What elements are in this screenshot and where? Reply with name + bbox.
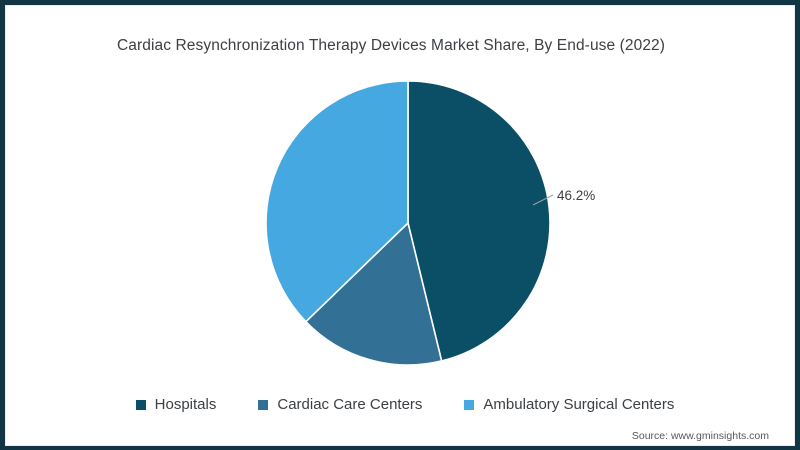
legend-item-label: Hospitals [154, 396, 217, 413]
legend-item[interactable]: Cardiac Care Centers [258, 396, 422, 413]
slice-value-label-hospitals: 46.2% [557, 188, 596, 203]
chart-frame [5, 5, 795, 446]
chart-legend: Hospitals Cardiac Care Centers Ambulatory … [5, 396, 795, 413]
legend-swatch-icon [464, 399, 475, 410]
legend-swatch-icon [258, 399, 269, 410]
legend-item[interactable]: Hospitals [135, 396, 217, 413]
legend-item-label: Ambulatory Surgical Centers [483, 396, 675, 413]
source-attribution: Source: www.gminsights.com [631, 430, 769, 442]
legend-item-label: Cardiac Care Centers [277, 396, 423, 413]
page-title: Cardiac Resynchronization Therapy Device… [117, 37, 666, 54]
legend-item[interactable]: Ambulatory Surgical Centers [464, 396, 674, 413]
legend-swatch-icon [135, 399, 146, 410]
